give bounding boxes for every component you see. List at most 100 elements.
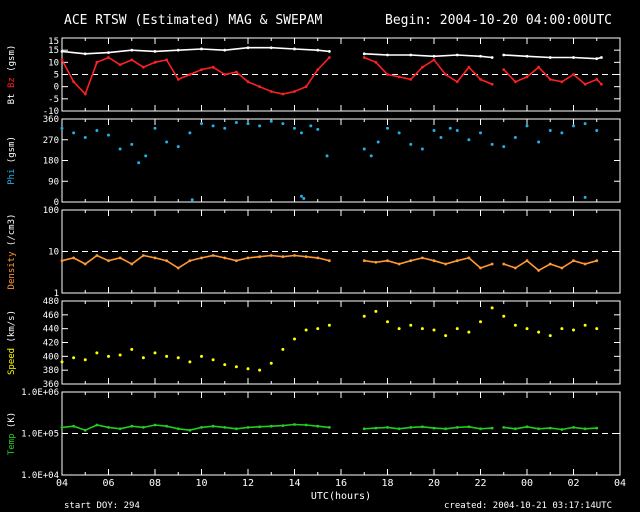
data-point-speed	[455, 327, 459, 331]
data-point-phi	[548, 129, 552, 133]
data-point-bz	[455, 80, 459, 84]
data-point-bt	[176, 48, 180, 52]
data-point-density	[374, 260, 378, 264]
data-point-temp	[595, 426, 599, 430]
begin-time: Begin: 2004-10-20 04:00:00UTC	[385, 13, 612, 28]
data-point-temp	[72, 424, 76, 428]
data-point-bz	[548, 77, 552, 81]
data-point-phi	[107, 133, 110, 137]
mag-ylabel: Bt Bz (gsm)	[7, 45, 17, 105]
data-point-temp	[200, 426, 203, 429]
data-point-bt	[600, 56, 603, 59]
data-point-bt	[107, 51, 110, 54]
data-point-bz	[374, 60, 378, 64]
speed-ylabel-part: (km/s)	[7, 310, 17, 348]
temp-ylabel: Temp (K)	[7, 412, 17, 455]
data-point-bz	[537, 65, 541, 69]
data-point-phi	[83, 135, 87, 139]
data-point-phi	[572, 124, 575, 128]
data-point-phi	[234, 120, 238, 124]
data-point-bz	[141, 65, 145, 69]
data-point-speed	[467, 330, 471, 334]
data-point-density	[513, 266, 517, 270]
data-point-phi	[153, 126, 157, 130]
data-point-temp	[281, 424, 285, 428]
data-point-density	[130, 262, 134, 266]
data-point-bz	[490, 82, 494, 86]
data-point-bt	[455, 53, 459, 57]
data-point-phi	[386, 126, 389, 130]
data-point-phi	[369, 154, 373, 158]
mag-ytick-label: -5	[48, 95, 59, 105]
data-point-speed	[397, 327, 401, 331]
data-point-phi	[502, 145, 506, 149]
data-point-phi	[439, 135, 443, 139]
data-point-density	[409, 259, 413, 263]
data-point-temp	[304, 423, 308, 427]
mag-ytick-label: 0	[54, 83, 59, 93]
data-point-phi	[223, 126, 227, 130]
data-point-temp	[60, 426, 64, 429]
data-point-temp	[502, 426, 506, 429]
data-point-bz	[444, 73, 448, 76]
data-point-density	[595, 259, 599, 263]
data-point-bz	[72, 80, 76, 84]
data-point-temp	[95, 423, 99, 427]
data-point-phi	[376, 140, 380, 144]
data-point-phi	[188, 131, 192, 135]
data-point-speed	[258, 368, 262, 372]
data-point-speed	[165, 354, 169, 358]
created-time: created: 2004-10-21 03:17:14UTC	[444, 501, 612, 511]
phi-ylabel: Phi (gsm)	[7, 136, 17, 185]
data-point-speed	[537, 330, 541, 334]
data-point-bt	[432, 54, 436, 58]
speed-ytick-label: 360	[43, 380, 59, 390]
data-point-speed	[572, 328, 575, 332]
data-point-bt	[362, 52, 366, 56]
data-point-speed	[374, 309, 378, 313]
data-point-speed	[490, 306, 494, 310]
density-ytick-label: 100	[43, 206, 59, 216]
data-point-temp	[525, 425, 529, 429]
data-point-density	[281, 255, 285, 259]
data-point-density	[316, 256, 320, 260]
data-point-temp	[211, 424, 215, 428]
data-point-phi	[246, 122, 250, 126]
x-tick-label: 20	[428, 478, 440, 489]
x-tick-label: 12	[242, 478, 254, 489]
data-point-phi	[362, 147, 366, 151]
data-point-bz	[583, 82, 587, 86]
data-point-temp	[316, 424, 320, 428]
data-point-density	[269, 254, 273, 257]
data-point-temp	[165, 424, 169, 428]
data-point-density	[304, 255, 308, 259]
x-tick-label: 16	[335, 478, 347, 489]
data-point-temp	[293, 423, 296, 426]
data-point-phi-low	[302, 197, 306, 201]
data-point-phi	[176, 145, 180, 149]
data-point-bz	[95, 60, 99, 64]
data-point-speed	[246, 367, 250, 371]
data-point-speed	[223, 363, 227, 367]
data-point-speed	[95, 351, 99, 355]
temp-ytick-label: 1.0E+04	[21, 471, 59, 481]
density-ylabel: Density (/cm3)	[7, 214, 17, 290]
data-point-temp	[362, 427, 366, 431]
data-point-temp	[141, 426, 145, 429]
data-point-temp	[269, 424, 273, 428]
data-point-bz	[153, 60, 157, 64]
series-bt	[61, 46, 602, 60]
data-point-density	[397, 262, 401, 266]
data-point-bt	[223, 48, 227, 52]
data-point-phi	[432, 129, 436, 133]
data-point-speed	[525, 327, 529, 331]
density-ytick-label: 1	[54, 289, 59, 299]
temp-ylabel-part: (K)	[7, 412, 17, 434]
data-point-bz	[502, 68, 506, 72]
data-point-bt	[327, 49, 331, 53]
data-point-bt	[83, 52, 87, 56]
data-point-temp	[374, 426, 378, 430]
phi-ytick-label: 360	[43, 115, 59, 125]
data-point-speed	[188, 360, 192, 364]
data-point-bz	[293, 90, 296, 93]
